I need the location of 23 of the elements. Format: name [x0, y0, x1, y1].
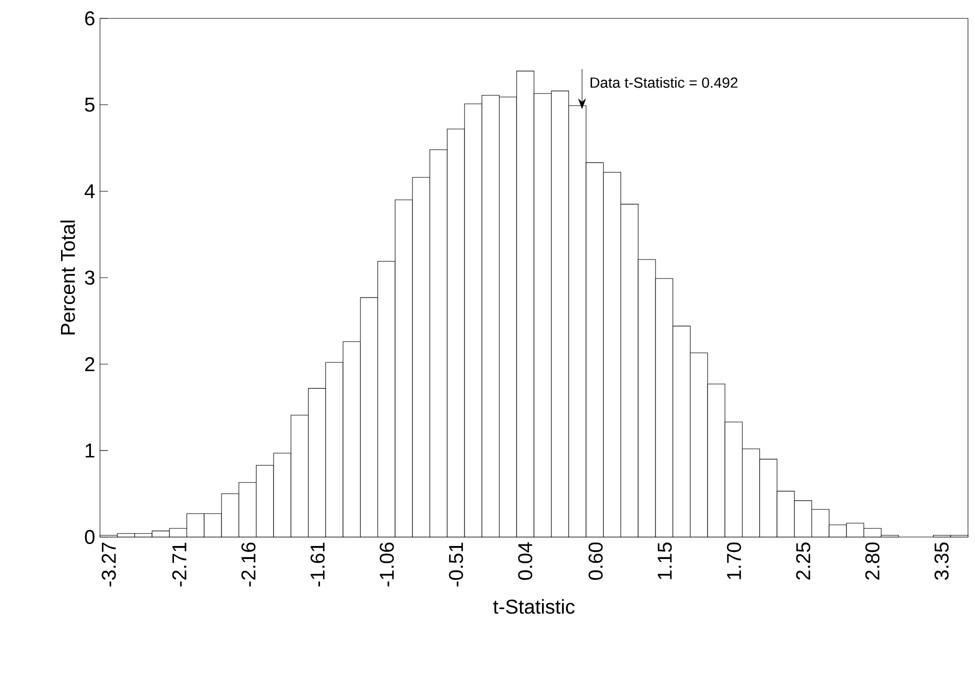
x-tick-label: 2.25 — [796, 542, 810, 580]
x-axis-title: t-Statistic — [493, 599, 575, 614]
annotation: Data t-Statistic = 0.492 — [590, 77, 738, 88]
x-tick-label: -3.27 — [102, 542, 116, 586]
y-tick-label: 0 — [84, 530, 94, 544]
x-tick-label: -0.51 — [448, 542, 464, 586]
y-axis-title: Percent Total — [60, 220, 76, 334]
y-tick-label: 6 — [85, 11, 94, 26]
y-tick-label: 3 — [84, 270, 94, 285]
y-tick-label: 5 — [84, 98, 94, 112]
x-tick-label: 1.15 — [658, 542, 672, 580]
y-tick-label: 1 — [86, 444, 94, 458]
x-tick-label: 0.04 — [518, 542, 532, 580]
y-tick-label: 2 — [85, 357, 94, 372]
x-tick-label: -1.06 — [380, 542, 394, 586]
x-tick-label: -1.61 — [310, 542, 325, 586]
x-tick-label: 0.60 — [588, 542, 603, 580]
x-tick-label: 2.80 — [865, 542, 880, 580]
x-tick-label: 1.70 — [726, 542, 742, 580]
x-tick-label: 3.35 — [934, 542, 949, 580]
y-tick-label: 4 — [84, 184, 95, 198]
x-tick-label: -2.16 — [241, 542, 256, 586]
x-tick-label: -2.71 — [172, 542, 186, 586]
